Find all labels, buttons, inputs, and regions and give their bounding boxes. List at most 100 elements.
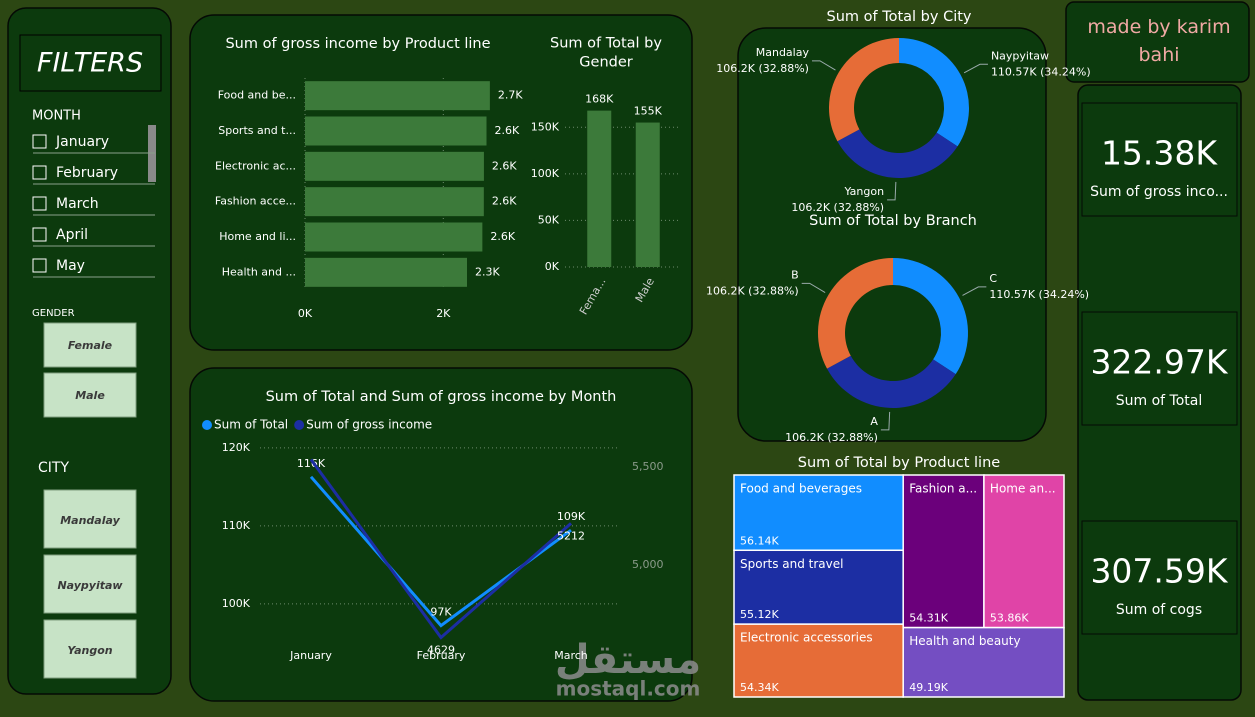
y-tick-label: Food and be... [218, 89, 296, 102]
kpi-label: Sum of gross inco... [1090, 184, 1228, 200]
tile-label: Food and beverages [740, 482, 862, 496]
slice-value: 106.2K (32.88%) [716, 62, 809, 75]
slice-label: A [870, 415, 878, 428]
city-button-label: Naypyitaw [57, 579, 123, 592]
treemap-tile [733, 549, 904, 625]
donut-slice [829, 38, 899, 142]
month-option[interactable]: April [56, 227, 88, 243]
city-button[interactable] [43, 619, 137, 679]
gender-button-label: Female [68, 339, 113, 352]
tile-label: Health and beauty [909, 634, 1020, 648]
data-label: 2.3K [475, 265, 500, 278]
y-tick-label: 150K [531, 120, 560, 133]
chart-title: Sum of Total by Gender [550, 36, 662, 71]
data-label: 168K [585, 93, 614, 106]
chart-title: Sum of Total by City [827, 9, 972, 25]
kpi-label: Sum of Total [1116, 393, 1203, 409]
city-button-label: Mandalay [60, 514, 120, 527]
slice-value: 106.2K (32.88%) [791, 201, 884, 214]
x-tick-label: February [417, 649, 466, 662]
slice-label: Yangon [843, 185, 884, 198]
filters-header [19, 34, 162, 92]
checkbox[interactable] [32, 258, 47, 273]
leader-line [963, 63, 988, 74]
x-tick-label: 0K [298, 307, 313, 320]
watermark-latin: mostaql.com [556, 677, 701, 701]
gender-button[interactable] [43, 322, 137, 368]
donut-slice [899, 38, 969, 147]
bar [305, 81, 490, 111]
data-label: 2.6K [492, 159, 517, 172]
city-button[interactable] [43, 489, 137, 549]
y-tick-label: 110K [222, 519, 251, 532]
y-tick-label: 50K [538, 213, 560, 226]
tile-label: Home an... [990, 482, 1056, 496]
data-label: 97K [430, 606, 452, 619]
x-tick-label: January [289, 649, 332, 662]
kpi-value: 15.38K [1101, 134, 1218, 173]
data-label: 155K [634, 105, 663, 118]
city-button[interactable] [43, 554, 137, 614]
y-tick-label: 0K [545, 260, 560, 273]
checkbox[interactable] [32, 134, 47, 149]
tile-label: Electronic accessories [740, 631, 873, 645]
leader-line [880, 411, 891, 431]
month-option[interactable]: May [56, 258, 85, 274]
filters-title: FILTERS [37, 48, 143, 79]
month-option[interactable]: January [55, 134, 109, 150]
leader-line [811, 60, 836, 71]
legend-marker [202, 420, 212, 430]
month-label: MONTH [32, 109, 81, 124]
data-label: 2.7K [498, 89, 523, 102]
bar [305, 187, 484, 217]
slice-label: Naypyitaw [991, 49, 1049, 62]
city-label: CITY [38, 460, 69, 476]
tile-value: 54.31K [909, 612, 948, 625]
y-tick-label: 120K [222, 441, 251, 454]
bar [635, 122, 660, 268]
y2-tick-label: 5,000 [632, 558, 664, 571]
slice-label: C [989, 272, 997, 285]
bar [305, 222, 483, 252]
gender-button[interactable] [43, 372, 137, 418]
y-tick-label: Electronic ac... [215, 159, 296, 172]
city-button-label: Yangon [67, 644, 112, 657]
slice-value: 106.2K (32.88%) [785, 431, 878, 444]
treemap-tile [733, 623, 904, 698]
donut-slice [837, 129, 958, 178]
y-tick-label: 100K [222, 597, 251, 610]
donut-slice [827, 355, 956, 409]
data-label: 2.6K [495, 124, 520, 137]
checkbox[interactable] [32, 227, 47, 242]
donut-slice [893, 258, 969, 375]
leader-line [801, 282, 826, 293]
data-label: 109K [557, 510, 586, 523]
gender-button-label: Male [75, 389, 105, 402]
month-option[interactable]: March [56, 196, 99, 212]
month-option[interactable]: February [56, 165, 118, 181]
tile-label: Sports and travel [740, 557, 843, 571]
slice-value: 106.2K (32.88%) [706, 284, 799, 297]
leader-line [962, 286, 987, 296]
gender-label: GENDER [32, 308, 75, 319]
checkbox[interactable] [32, 165, 47, 180]
y-tick-label: Health and ... [222, 265, 296, 278]
legend-label: Sum of gross income [306, 418, 432, 432]
data-label: 2.6K [492, 195, 517, 208]
tile-value: 55.12K [740, 608, 779, 621]
line-series [309, 458, 572, 640]
kpi-value: 322.97K [1090, 343, 1228, 382]
data-label: 2.6K [490, 230, 515, 243]
treemap-tile [902, 474, 985, 629]
credit: made by karim bahi [1087, 16, 1230, 66]
bar [305, 116, 487, 146]
chart-title: Sum of Total and Sum of gross income by … [266, 389, 617, 405]
data-label: 116K [297, 457, 326, 470]
chart-title: Sum of Total by Branch [809, 213, 977, 229]
kpi-card [1081, 520, 1238, 635]
checkbox[interactable] [32, 196, 47, 211]
kpi-card [1081, 102, 1238, 217]
kpi-value: 307.59K [1090, 552, 1228, 591]
y2-tick-label: 5,500 [632, 460, 664, 473]
